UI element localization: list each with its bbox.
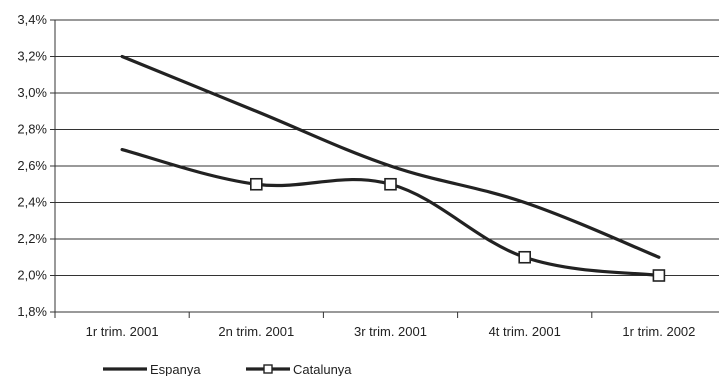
series-line-espanya <box>120 54 661 259</box>
x-tick-label: 3r trim. 2001 <box>354 324 427 339</box>
x-tick-label: 1r trim. 2002 <box>622 324 695 339</box>
x-tick-labels: 1r trim. 2001 2n trim. 2001 3r trim. 2001 4… <box>86 324 696 339</box>
y-tick-label: 2,4% <box>17 195 47 210</box>
legend-label-espanya: Espanya <box>150 362 201 376</box>
data-point-catalunya <box>652 269 666 282</box>
x-tick-label: 1r trim. 2001 <box>86 324 159 339</box>
x-tick-label: 2n trim. 2001 <box>218 324 294 339</box>
y-tick-label: 2,6% <box>17 158 47 173</box>
y-tick-label: 2,2% <box>17 231 47 246</box>
series-line-catalunya <box>120 147 661 278</box>
axes <box>50 19 593 318</box>
data-point-catalunya <box>518 250 532 264</box>
y-tick-label: 3,0% <box>17 85 47 100</box>
legend: Espanya Catalunya <box>103 362 352 376</box>
data-point-catalunya <box>384 177 397 191</box>
y-tick-label: 2,0% <box>17 268 47 283</box>
series-lines <box>120 54 666 282</box>
data-point-catalunya <box>250 177 263 191</box>
y-tick-label: 2,8% <box>17 122 47 137</box>
y-tick-label: 1,8% <box>17 304 47 319</box>
x-tick-label: 4t trim. 2001 <box>489 324 561 339</box>
y-tick-label: 3,2% <box>17 49 47 64</box>
y-tick-label: 3,4% <box>17 12 47 27</box>
y-tick-labels: 1,8% 2,0% 2,2% 2,4% 2,6% 2,8% 3,0% 3,2% 3,4% <box>17 12 47 319</box>
legend-label-catalunya: Catalunya <box>293 362 352 376</box>
legend-marker-catalunya <box>263 364 273 374</box>
